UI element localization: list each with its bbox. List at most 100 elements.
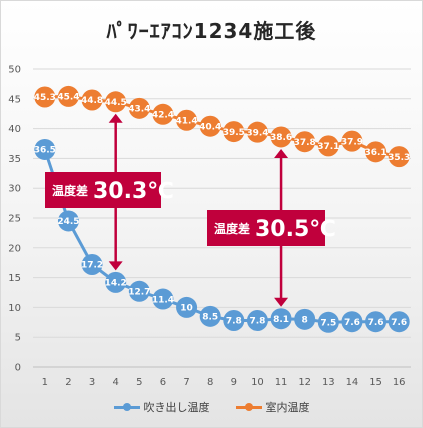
x-tick-label: 7 bbox=[183, 377, 189, 388]
data-label: 36.1 bbox=[364, 148, 386, 158]
data-label: 37.1 bbox=[317, 142, 339, 152]
data-point bbox=[223, 121, 245, 143]
data-label: 37.8 bbox=[294, 138, 316, 148]
x-tick-label: 12 bbox=[298, 377, 311, 388]
y-tick-label: 10 bbox=[8, 303, 21, 314]
annotation-arrow-head-down bbox=[274, 297, 289, 307]
data-point bbox=[270, 126, 292, 148]
data-point bbox=[176, 296, 198, 318]
chart-title: ﾊﾟﾜｰｴｱｺﾝ1234施工後 bbox=[106, 19, 317, 43]
x-tick-label: 11 bbox=[275, 377, 288, 388]
data-label: 11.4 bbox=[152, 295, 174, 305]
data-label: 12.7 bbox=[128, 288, 150, 298]
data-point bbox=[388, 146, 410, 168]
legend-marker-room bbox=[235, 402, 262, 412]
data-label: 8 bbox=[302, 316, 308, 326]
legend-marker-outlet bbox=[113, 402, 140, 412]
y-tick-label: 20 bbox=[8, 243, 21, 254]
data-point bbox=[152, 288, 174, 310]
data-point bbox=[199, 115, 221, 137]
data-point bbox=[57, 85, 79, 107]
data-point bbox=[105, 91, 127, 113]
data-label: 7.8 bbox=[249, 317, 265, 327]
data-point bbox=[294, 308, 316, 330]
legend: 吹き出し温度 室内温度 bbox=[1, 399, 422, 415]
annotation-arrow-head-up bbox=[274, 148, 289, 158]
data-label: 37.9 bbox=[341, 137, 363, 147]
data-label: 14.2 bbox=[105, 279, 127, 289]
y-tick-label: 25 bbox=[8, 214, 21, 225]
x-tick-label: 8 bbox=[207, 377, 213, 388]
data-point bbox=[199, 305, 221, 327]
y-tick-label: 15 bbox=[8, 273, 21, 284]
y-tick-label: 35 bbox=[8, 154, 21, 165]
series-line-1 bbox=[44, 94, 400, 159]
x-tick-label: 1 bbox=[42, 377, 48, 388]
data-point bbox=[223, 310, 245, 332]
y-tick-label: 5 bbox=[15, 333, 21, 344]
annotation-value: 30.5℃ bbox=[255, 217, 336, 242]
data-point bbox=[128, 97, 150, 119]
data-point bbox=[341, 311, 363, 333]
data-label: 39.5 bbox=[223, 128, 245, 138]
data-label: 41.4 bbox=[175, 116, 197, 126]
data-point bbox=[246, 310, 268, 332]
legend-item-room[interactable]: 室内温度 bbox=[235, 399, 310, 415]
data-point bbox=[246, 121, 268, 143]
data-point bbox=[365, 141, 387, 163]
x-tick-label: 4 bbox=[113, 377, 119, 388]
data-point bbox=[34, 86, 56, 108]
data-point bbox=[270, 308, 292, 330]
data-point bbox=[388, 311, 410, 333]
data-label: 7.6 bbox=[391, 318, 407, 328]
y-tick-label: 45 bbox=[8, 94, 21, 105]
x-tick-label: 16 bbox=[393, 377, 406, 388]
data-point bbox=[152, 103, 174, 125]
data-point bbox=[341, 130, 363, 152]
annotation-label: 温度差 bbox=[52, 183, 88, 198]
annotation-arrow-head-up bbox=[108, 113, 123, 123]
data-label: 44.5 bbox=[105, 98, 127, 108]
series-line-0 bbox=[43, 148, 400, 324]
data-label: 44.8 bbox=[81, 96, 103, 106]
data-point bbox=[128, 280, 150, 302]
x-tick-label: 2 bbox=[65, 377, 71, 388]
data-label: 7.8 bbox=[226, 317, 242, 327]
data-label: 24.5 bbox=[57, 217, 79, 227]
data-label: 17.2 bbox=[81, 261, 103, 271]
legend-label-outlet: 吹き出し温度 bbox=[143, 401, 210, 414]
data-label: 39.4 bbox=[246, 128, 268, 138]
y-tick-label: 50 bbox=[8, 65, 21, 76]
data-point bbox=[57, 210, 79, 232]
x-tick-label: 10 bbox=[251, 377, 264, 388]
y-tick-label: 40 bbox=[8, 124, 21, 135]
annotation-box bbox=[207, 210, 325, 246]
data-label: 10 bbox=[180, 304, 193, 314]
annotation-value: 30.3℃ bbox=[93, 179, 174, 204]
data-label: 40.4 bbox=[199, 122, 221, 132]
x-tick-label: 15 bbox=[369, 377, 382, 388]
y-tick-label: 0 bbox=[15, 363, 21, 374]
data-label: 45.3 bbox=[34, 93, 56, 103]
x-tick-label: 9 bbox=[231, 377, 237, 388]
y-tick-label: 30 bbox=[8, 184, 21, 195]
data-point bbox=[105, 271, 127, 293]
annotation-arrow-head-down bbox=[108, 261, 123, 271]
annotation-box bbox=[45, 172, 161, 208]
data-label: 35.3 bbox=[388, 153, 410, 163]
legend-label-room: 室内温度 bbox=[265, 401, 310, 414]
data-label: 45.4 bbox=[57, 93, 79, 103]
data-label: 8.1 bbox=[273, 315, 289, 325]
data-point bbox=[34, 138, 56, 160]
data-point bbox=[317, 311, 339, 333]
legend-item-outlet[interactable]: 吹き出し温度 bbox=[113, 399, 210, 415]
data-point bbox=[365, 311, 387, 333]
x-tick-label: 13 bbox=[322, 377, 335, 388]
x-tick-label: 14 bbox=[346, 377, 359, 388]
data-label: 43.4 bbox=[128, 105, 150, 115]
data-point bbox=[176, 109, 198, 131]
data-label: 8.5 bbox=[202, 313, 218, 323]
data-label: 7.6 bbox=[368, 318, 384, 328]
data-point bbox=[317, 135, 339, 157]
